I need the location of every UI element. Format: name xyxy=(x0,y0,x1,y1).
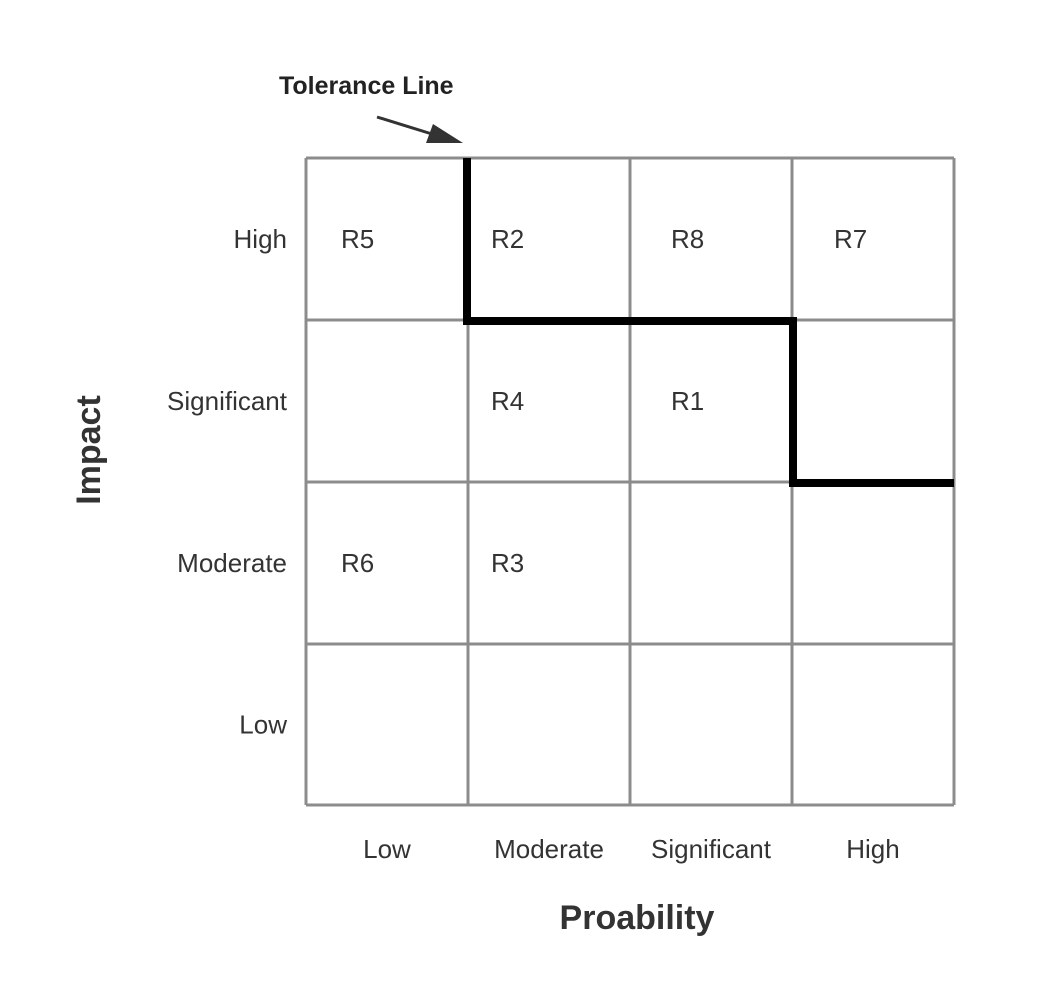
risk-label-r7: R7 xyxy=(834,224,867,254)
probability-label-low: Low xyxy=(363,834,411,864)
probability-column-labels: Low Moderate Significant High xyxy=(363,834,900,864)
risk-label-r1: R1 xyxy=(671,386,704,416)
probability-label-high: High xyxy=(846,834,899,864)
impact-label-low: Low xyxy=(239,710,287,740)
risk-label-r4: R4 xyxy=(491,386,524,416)
annotation-arrow-icon xyxy=(376,115,463,143)
impact-label-moderate: Moderate xyxy=(177,548,287,578)
x-axis-title: Proability xyxy=(560,899,715,937)
impact-label-significant: Significant xyxy=(167,386,288,416)
risk-label-r8: R8 xyxy=(671,224,704,254)
probability-label-moderate: Moderate xyxy=(494,834,604,864)
risk-label-r5: R5 xyxy=(341,224,374,254)
y-axis-title: Impact xyxy=(70,395,108,505)
probability-label-significant: Significant xyxy=(651,834,772,864)
risk-label-r2: R2 xyxy=(491,224,524,254)
risk-label-r3: R3 xyxy=(491,548,524,578)
tolerance-line-annotation: Tolerance Line xyxy=(279,72,454,100)
risk-label-r6: R6 xyxy=(341,548,374,578)
impact-row-labels: High Significant Moderate Low xyxy=(167,224,288,740)
impact-label-high: High xyxy=(234,224,287,254)
matrix-cells: R5 R2 R8 R7 R4 R1 R6 R3 xyxy=(341,224,867,578)
tolerance-line xyxy=(463,158,954,487)
